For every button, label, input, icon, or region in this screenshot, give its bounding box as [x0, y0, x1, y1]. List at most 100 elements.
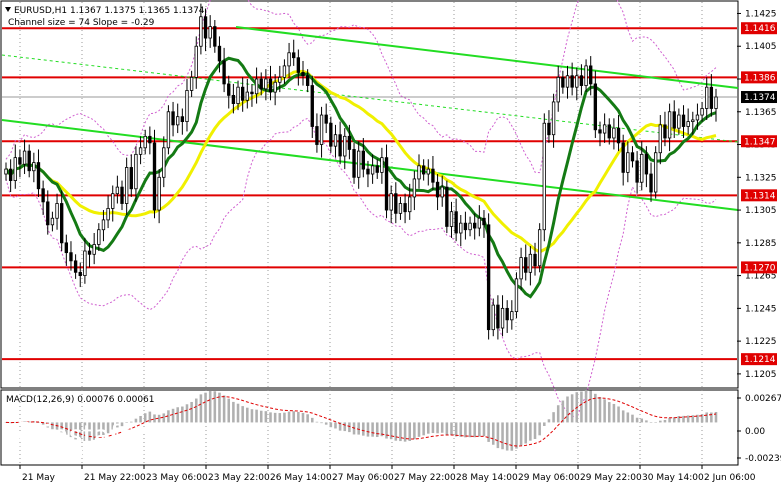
instaforex-logo: instaforex Instant Forex Trading	[9, 420, 178, 460]
candle-body	[22, 150, 27, 165]
candle-body	[176, 116, 180, 126]
macd-bar	[236, 403, 240, 423]
candle-body	[13, 157, 17, 181]
candle-body	[500, 307, 505, 329]
candle-body	[677, 114, 681, 129]
macd-bar	[654, 422, 657, 423]
candle-body	[250, 91, 254, 95]
macd-bar	[185, 404, 189, 423]
candle-body	[180, 116, 185, 122]
y-tick-label: 1.1365	[745, 108, 777, 118]
candle-body	[4, 168, 8, 175]
candle-body	[305, 75, 310, 86]
candle-body	[18, 157, 22, 165]
candle-body	[143, 135, 147, 149]
macd-bar	[69, 422, 73, 438]
macd-bar	[510, 422, 514, 451]
candle-body	[315, 126, 319, 145]
candle-body	[575, 75, 579, 88]
candle-body	[60, 203, 64, 244]
level-tag	[741, 353, 777, 366]
macd-bar	[584, 390, 588, 423]
macd-bar	[97, 422, 101, 438]
candle-body	[375, 165, 379, 173]
candle-body	[319, 114, 324, 145]
macd-bar	[250, 409, 254, 423]
candle-body	[496, 304, 500, 329]
macd-bar	[292, 411, 295, 423]
macd-bar	[635, 417, 639, 423]
candle-body	[403, 203, 407, 213]
dropdown-arrow-icon[interactable]	[5, 7, 11, 12]
macd-bar	[106, 422, 110, 434]
candle-body	[73, 260, 78, 273]
macd-bar	[626, 412, 630, 423]
price-labels: 1.1416 1.1386 1.1347 1.1314 1.1270 1.1214 1.13…	[741, 22, 777, 366]
macd-bar	[515, 422, 518, 449]
macd-bar	[301, 412, 305, 423]
candle-body	[227, 83, 231, 96]
level-tag	[741, 189, 777, 202]
macd-bar	[334, 422, 337, 429]
level-tag-label: 1.1347	[744, 137, 776, 147]
candle-body	[714, 96, 718, 109]
macd-bar	[491, 422, 495, 445]
macd-bar	[589, 390, 592, 423]
logo-core-icon	[19, 431, 29, 441]
macd-tick-label: 0.00267	[745, 394, 781, 404]
candles	[4, 3, 718, 340]
candle-body	[148, 135, 152, 144]
logo-ring-icon	[9, 421, 39, 451]
candle-body	[686, 121, 690, 127]
candle-body	[598, 129, 602, 134]
candle-body	[27, 150, 31, 172]
macd-bar	[181, 406, 184, 423]
macd-bar	[659, 420, 662, 423]
candle-body	[421, 165, 426, 175]
y-tick-label: 1.1245	[745, 304, 777, 314]
macd-bar	[259, 410, 263, 423]
macd-bar	[283, 412, 286, 423]
fast-moving-average	[4, 56, 717, 299]
macd-bar	[529, 422, 532, 441]
macd-bar	[663, 419, 667, 423]
candle-body	[635, 160, 639, 183]
candle-body	[426, 168, 430, 175]
candle-body	[398, 203, 403, 214]
macd-bar	[329, 422, 333, 428]
macd-signal-line	[5, 396, 717, 447]
macd-bar	[645, 420, 648, 423]
candle-body	[473, 222, 477, 229]
x-tick-label: 23 May 06:00	[146, 473, 208, 483]
macd-bar	[320, 422, 323, 424]
candle-body	[417, 165, 421, 180]
macd-bar	[696, 414, 699, 423]
y-tick-label: 1.1205	[745, 370, 777, 380]
candle-body	[435, 181, 440, 198]
macd-bar	[310, 417, 314, 423]
macd-bar	[487, 422, 490, 442]
candle-body	[46, 201, 50, 226]
macd-bar	[204, 392, 207, 423]
macd-bar	[287, 411, 291, 423]
x-tick-label: 2 Jun 06:00	[704, 473, 756, 483]
candle-body	[705, 86, 709, 109]
candle-body	[709, 86, 714, 109]
slow-moving-average	[4, 69, 717, 254]
macd-bar	[607, 402, 611, 423]
candle-body	[459, 222, 463, 234]
candle-body	[292, 52, 296, 59]
macd-bar	[496, 422, 500, 449]
macd-bar	[621, 410, 625, 423]
y-tick-label: 1.1405	[745, 42, 777, 52]
macd-bar	[478, 422, 481, 437]
level-tag	[741, 71, 777, 84]
candle-body	[570, 75, 574, 88]
candle-body	[593, 83, 598, 131]
macd-tick-label: 0.00	[745, 427, 765, 437]
candle-body	[217, 45, 222, 62]
candle-body	[667, 111, 672, 139]
macd-bar	[348, 422, 351, 433]
candle-body	[524, 257, 528, 273]
